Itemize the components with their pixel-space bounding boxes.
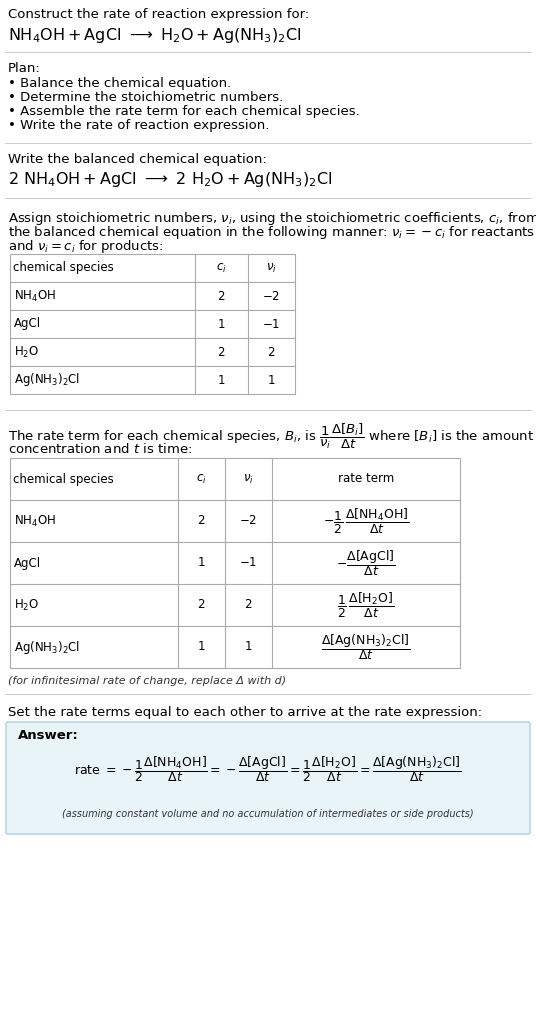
FancyBboxPatch shape	[6, 722, 530, 834]
Text: $\dfrac{1}{2}\,\dfrac{\Delta[\mathrm{H_2O}]}{\Delta t}$: $\dfrac{1}{2}\,\dfrac{\Delta[\mathrm{H_2…	[338, 591, 394, 620]
Text: $\nu_i$: $\nu_i$	[266, 262, 277, 275]
Text: concentration and $t$ is time:: concentration and $t$ is time:	[8, 442, 192, 456]
Text: $-2$: $-2$	[239, 514, 257, 527]
Text: 2: 2	[197, 514, 205, 527]
Text: • Write the rate of reaction expression.: • Write the rate of reaction expression.	[8, 119, 270, 132]
Text: 2: 2	[267, 346, 275, 358]
Text: Answer:: Answer:	[18, 729, 79, 742]
Bar	[10, 254, 295, 394]
Text: AgCl: AgCl	[14, 556, 41, 569]
Text: chemical species: chemical species	[13, 262, 114, 275]
Text: $\mathregular{NH_4OH}$: $\mathregular{NH_4OH}$	[14, 288, 56, 304]
Bar	[10, 458, 460, 668]
Text: rate $= -\dfrac{1}{2}\dfrac{\Delta[\mathrm{NH_4OH}]}{\Delta t} = -\dfrac{\Delta[: rate $= -\dfrac{1}{2}\dfrac{\Delta[\math…	[74, 754, 462, 784]
Text: 2: 2	[217, 346, 225, 358]
Text: $-\dfrac{1}{2}\,\dfrac{\Delta[\mathrm{NH_4OH}]}{\Delta t}$: $-\dfrac{1}{2}\,\dfrac{\Delta[\mathrm{NH…	[323, 507, 409, 536]
Text: 2: 2	[217, 289, 225, 303]
Text: (for infinitesimal rate of change, replace Δ with d): (for infinitesimal rate of change, repla…	[8, 676, 286, 686]
Text: $\mathregular{Ag(NH_3)_2Cl}$: $\mathregular{Ag(NH_3)_2Cl}$	[14, 371, 80, 389]
Text: $-1$: $-1$	[239, 556, 257, 569]
Text: Construct the rate of reaction expression for:: Construct the rate of reaction expressio…	[8, 8, 309, 21]
Text: • Assemble the rate term for each chemical species.: • Assemble the rate term for each chemic…	[8, 105, 360, 118]
Text: 2: 2	[197, 598, 205, 611]
Text: rate term: rate term	[338, 473, 394, 485]
Text: $\mathregular{NH_4OH}$: $\mathregular{NH_4OH}$	[14, 513, 56, 528]
Text: $c_i$: $c_i$	[215, 262, 226, 275]
Text: chemical species: chemical species	[13, 473, 114, 485]
Text: Set the rate terms equal to each other to arrive at the rate expression:: Set the rate terms equal to each other t…	[8, 706, 482, 719]
Text: $\mathregular{H_2O}$: $\mathregular{H_2O}$	[14, 345, 39, 359]
Text: Assign stoichiometric numbers, $\nu_i$, using the stoichiometric coefficients, $: Assign stoichiometric numbers, $\nu_i$, …	[8, 210, 536, 227]
Text: 1: 1	[197, 640, 205, 654]
Text: AgCl: AgCl	[14, 317, 41, 330]
Text: 2: 2	[244, 598, 252, 611]
Text: $\dfrac{\Delta[\mathrm{Ag(NH_3)_2Cl}]}{\Delta t}$: $\dfrac{\Delta[\mathrm{Ag(NH_3)_2Cl}]}{\…	[321, 632, 411, 662]
Text: the balanced chemical equation in the following manner: $\nu_i = -c_i$ for react: the balanced chemical equation in the fo…	[8, 224, 535, 241]
Text: 1: 1	[244, 640, 252, 654]
Text: $-1$: $-1$	[262, 317, 280, 330]
Text: • Balance the chemical equation.: • Balance the chemical equation.	[8, 77, 231, 90]
Text: $-\dfrac{\Delta[\mathrm{AgCl}]}{\Delta t}$: $-\dfrac{\Delta[\mathrm{AgCl}]}{\Delta t…	[336, 548, 396, 578]
Text: $-2$: $-2$	[262, 289, 280, 303]
Text: $c_i$: $c_i$	[196, 472, 206, 485]
Text: $\mathregular{H_2O}$: $\mathregular{H_2O}$	[14, 597, 39, 613]
Text: • Determine the stoichiometric numbers.: • Determine the stoichiometric numbers.	[8, 91, 283, 104]
Text: Plan:: Plan:	[8, 62, 41, 75]
Text: Write the balanced chemical equation:: Write the balanced chemical equation:	[8, 153, 267, 166]
Text: $\mathregular{2\ NH_4OH + AgCl\ \longrightarrow\ 2\ H_2O + Ag(NH_3)_2Cl}$: $\mathregular{2\ NH_4OH + AgCl\ \longrig…	[8, 170, 332, 189]
Text: $\nu_i$: $\nu_i$	[243, 472, 254, 485]
Text: 1: 1	[197, 556, 205, 569]
Text: 1: 1	[217, 373, 225, 387]
Text: (assuming constant volume and no accumulation of intermediates or side products): (assuming constant volume and no accumul…	[62, 808, 474, 819]
Text: and $\nu_i = c_i$ for products:: and $\nu_i = c_i$ for products:	[8, 238, 163, 255]
Text: The rate term for each chemical species, $B_i$, is $\dfrac{1}{\nu_i}\dfrac{\Delt: The rate term for each chemical species,…	[8, 422, 534, 451]
Text: 1: 1	[267, 373, 275, 387]
Text: $\mathregular{Ag(NH_3)_2Cl}$: $\mathregular{Ag(NH_3)_2Cl}$	[14, 638, 80, 656]
Text: 1: 1	[217, 317, 225, 330]
Text: $\mathregular{NH_4OH + AgCl\ \longrightarrow\ H_2O + Ag(NH_3)_2Cl}$: $\mathregular{NH_4OH + AgCl\ \longrighta…	[8, 26, 302, 45]
